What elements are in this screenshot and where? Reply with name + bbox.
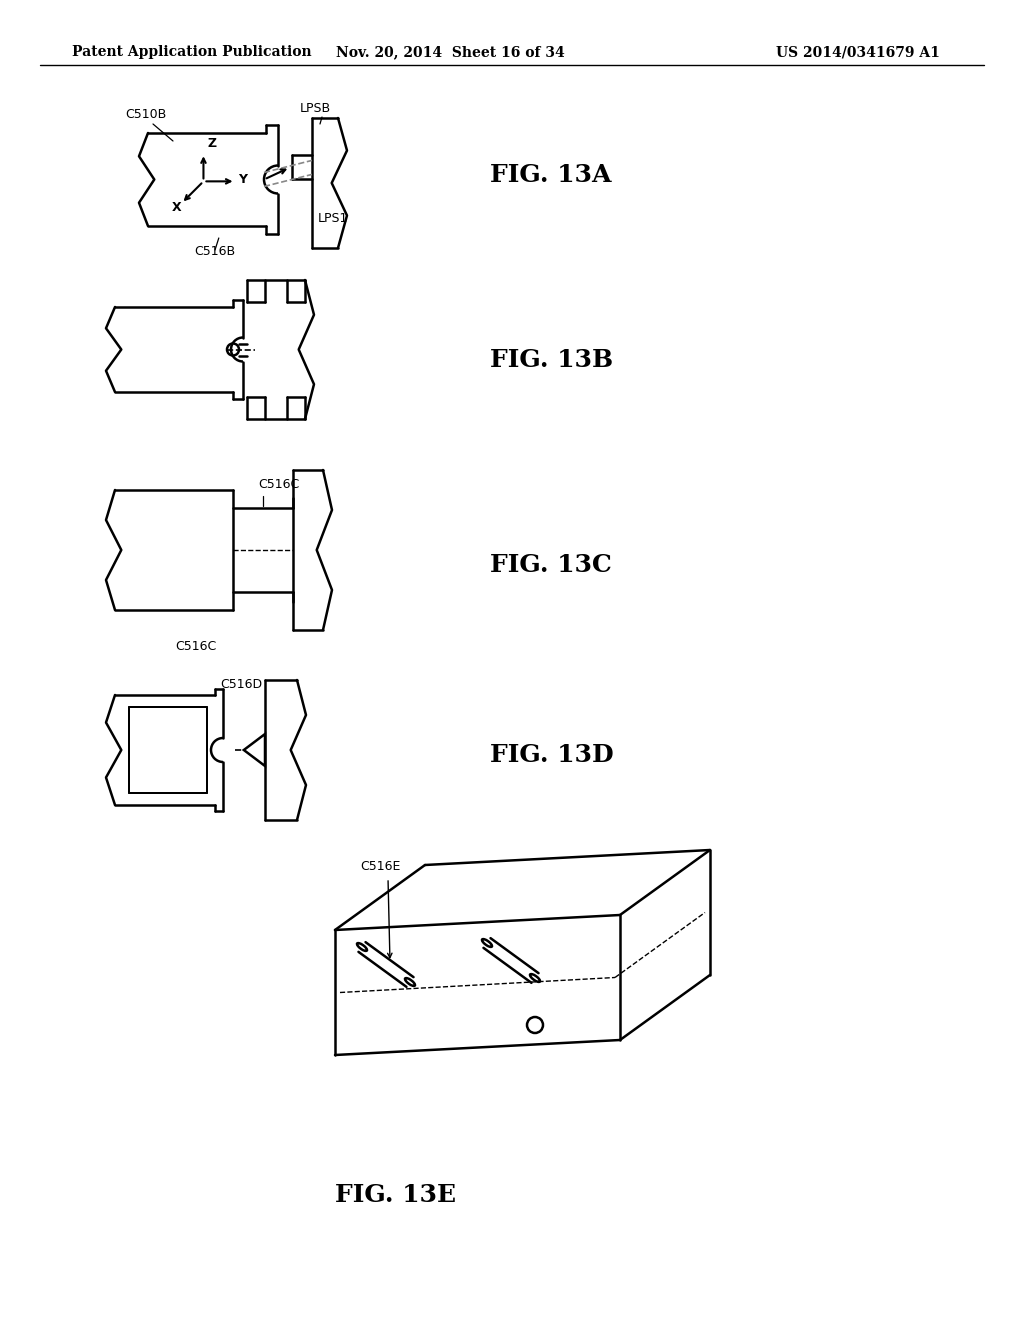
Text: FIG. 13A: FIG. 13A [490,162,611,187]
Text: X: X [171,201,181,214]
Text: FIG. 13E: FIG. 13E [335,1183,456,1206]
Text: C516C: C516C [175,640,216,653]
Text: C516E: C516E [360,861,400,873]
Text: LPS1: LPS1 [318,213,348,224]
Text: LPSB: LPSB [300,102,331,115]
Text: C510B: C510B [125,108,166,121]
Text: Z: Z [208,137,217,150]
Text: C516D: C516D [220,678,262,690]
Text: FIG. 13C: FIG. 13C [490,553,612,577]
Text: Nov. 20, 2014  Sheet 16 of 34: Nov. 20, 2014 Sheet 16 of 34 [336,45,564,59]
Text: C516C: C516C [258,478,299,491]
Text: Patent Application Publication: Patent Application Publication [72,45,311,59]
Text: FIG. 13B: FIG. 13B [490,348,613,372]
Text: Y: Y [239,173,248,186]
Text: US 2014/0341679 A1: US 2014/0341679 A1 [776,45,940,59]
Text: C516B: C516B [195,246,236,257]
Text: FIG. 13D: FIG. 13D [490,743,613,767]
